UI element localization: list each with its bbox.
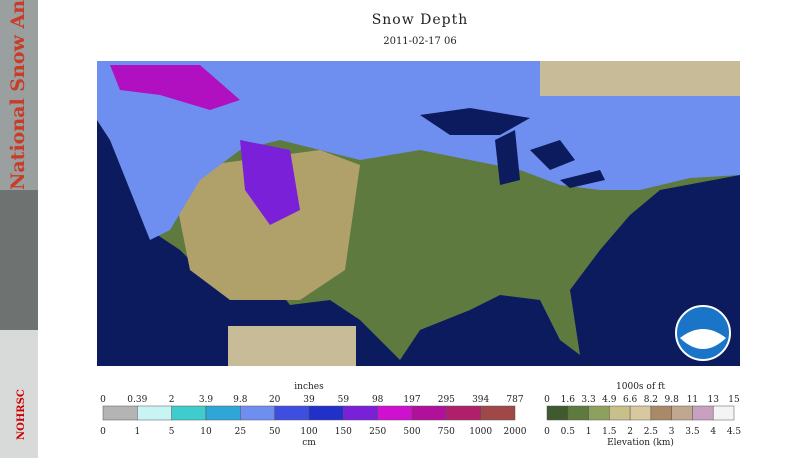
- legend-label: 2: [627, 427, 633, 437]
- banner-image: [0, 190, 38, 330]
- legend-label: 2000: [504, 427, 527, 437]
- legend-swatch: [411, 405, 447, 421]
- legend-unit: 1000s of ft: [616, 382, 665, 392]
- legend-label: 13: [707, 395, 719, 405]
- legend-label: 197: [403, 395, 420, 405]
- legend-swatch: [446, 405, 481, 421]
- legend-label: 59: [338, 395, 350, 405]
- legend-label: 50: [269, 427, 281, 437]
- legend-label: 1.5: [602, 427, 617, 437]
- legend-label: 787: [506, 395, 523, 405]
- legend-swatch: [609, 405, 631, 421]
- legend-unit: Elevation (km): [607, 437, 674, 448]
- legend-label: 1.6: [561, 395, 576, 405]
- legend-label: 10: [200, 427, 212, 437]
- no-data: [540, 61, 740, 96]
- legend-swatch: [588, 405, 610, 421]
- legend-label: 2: [169, 395, 175, 405]
- legend-label: 8.2: [644, 395, 658, 405]
- legend-label: 295: [438, 395, 455, 405]
- no-data: [228, 326, 356, 366]
- legend-label: 15: [728, 395, 740, 405]
- legend-label: 1000: [469, 427, 492, 437]
- snow: [97, 61, 740, 240]
- legend-label: 11: [687, 395, 698, 405]
- legend-swatch: [546, 405, 569, 421]
- legend-label: 9.8: [665, 395, 680, 405]
- banner: National Snow Analysis 2010-2011 NOHRSC: [0, 0, 38, 458]
- banner-title: National Snow Analysis 2010-2011: [7, 0, 29, 190]
- legend-label: 250: [369, 427, 386, 437]
- legend-swatch: [308, 405, 344, 421]
- legend-swatch: [137, 405, 172, 421]
- legend-swatch: [480, 405, 516, 421]
- legend-swatch: [629, 405, 652, 421]
- legend-label: 4: [710, 427, 716, 437]
- legend-swatch: [567, 405, 589, 421]
- snow-deep: [110, 65, 240, 110]
- legend-label: 500: [403, 427, 420, 437]
- legend-label: 5: [169, 427, 175, 437]
- legend-label: 1: [586, 427, 592, 437]
- legend-unit: cm: [302, 438, 316, 448]
- legend-swatch: [205, 405, 241, 421]
- legend-label: 150: [335, 427, 352, 437]
- legend-label: 0: [100, 427, 106, 437]
- legend-label: 0: [100, 395, 106, 405]
- legend-label: 0: [544, 427, 550, 437]
- legend-label: 0: [544, 395, 550, 405]
- land-west: [170, 150, 360, 300]
- legend-swatch: [102, 405, 138, 421]
- legend-label: 750: [438, 427, 455, 437]
- banner-image: [0, 330, 38, 458]
- legend-label: 100: [300, 427, 317, 437]
- lake: [530, 140, 575, 170]
- legend-label: 20: [269, 395, 281, 405]
- legend-label: 25: [235, 427, 247, 437]
- legend-swatch: [671, 405, 693, 421]
- snow-deep: [240, 140, 300, 225]
- date: 2011-02-17 06: [383, 36, 457, 47]
- legend-swatch: [692, 405, 714, 421]
- banner-org: NOHRSC: [16, 389, 27, 440]
- legend-swatch: [240, 405, 275, 421]
- legend-label: 98: [372, 395, 384, 405]
- noaa-logo-bird: [680, 329, 726, 349]
- legend-label: 394: [472, 395, 489, 405]
- lake: [420, 108, 530, 135]
- legend-label: 3.3: [581, 395, 596, 405]
- legend-swatch: [712, 405, 735, 421]
- legend-swatch: [343, 405, 378, 421]
- legend-label: 39: [303, 395, 315, 405]
- legend-swatch: [650, 405, 672, 421]
- legend-label: 4.5: [727, 427, 742, 437]
- lake: [495, 130, 520, 185]
- legend-label: 0.39: [127, 395, 147, 405]
- map: [97, 61, 740, 366]
- legend-label: 6.6: [623, 395, 638, 405]
- legend-swatch: [171, 405, 207, 421]
- legend-swatch: [274, 405, 310, 421]
- legend-label: 4.9: [602, 395, 617, 405]
- legend-unit: inches: [294, 382, 324, 392]
- legend-label: 0.5: [561, 427, 576, 437]
- legend-label: 2.5: [644, 427, 659, 437]
- legend-label: 3.5: [685, 427, 700, 437]
- legend-label: 1: [134, 427, 140, 437]
- legend-swatch: [377, 405, 413, 421]
- legend-label: 3.9: [199, 395, 214, 405]
- legend-label: 3: [669, 427, 675, 437]
- title: Snow Depth: [372, 12, 469, 28]
- legend-label: 9.8: [233, 395, 248, 405]
- lake: [560, 170, 605, 188]
